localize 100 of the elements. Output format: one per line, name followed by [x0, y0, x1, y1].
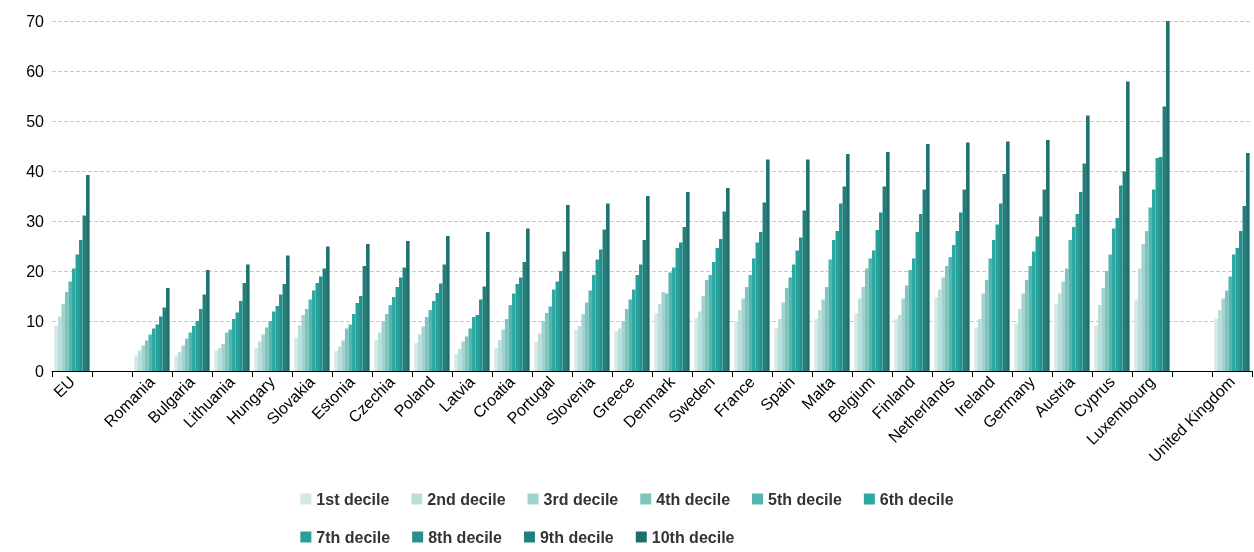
- bar: [374, 340, 378, 371]
- bar: [934, 297, 938, 371]
- bar: [941, 277, 945, 371]
- bar: [868, 258, 872, 371]
- bar: [774, 328, 778, 371]
- bar: [1214, 319, 1218, 371]
- bar: [781, 302, 785, 371]
- bar: [614, 331, 618, 371]
- bar: [446, 236, 450, 371]
- bar: [581, 314, 585, 371]
- bar: [254, 348, 258, 371]
- bar: [1134, 299, 1138, 371]
- bar: [421, 326, 425, 371]
- bar: [566, 205, 570, 371]
- bar: [879, 212, 883, 371]
- bar: [694, 318, 698, 371]
- bar: [1086, 115, 1090, 371]
- bar: [1068, 240, 1072, 371]
- bar: [639, 264, 643, 371]
- bar: [839, 203, 843, 371]
- bar: [228, 329, 232, 371]
- bar: [468, 328, 472, 371]
- bar: [759, 232, 763, 371]
- bar: [886, 152, 890, 371]
- bar: [1239, 231, 1243, 371]
- bar: [79, 240, 83, 371]
- bar: [406, 241, 410, 371]
- bar: [486, 232, 490, 371]
- bar: [854, 313, 858, 371]
- bar: [708, 275, 712, 371]
- bar: [926, 144, 930, 371]
- bar: [599, 249, 603, 371]
- bar: [741, 298, 745, 371]
- bar: [734, 321, 738, 371]
- legend-label: 5th decile: [768, 490, 842, 508]
- bar: [1141, 244, 1145, 371]
- y-tick-label: 30: [26, 212, 45, 230]
- bar: [766, 159, 770, 371]
- y-tick-label: 0: [35, 362, 45, 380]
- bar: [701, 296, 705, 371]
- bar: [919, 214, 923, 371]
- bar: [574, 329, 578, 371]
- bar: [1228, 276, 1232, 371]
- bar: [494, 348, 498, 371]
- bar: [414, 343, 418, 371]
- bar: [268, 321, 272, 371]
- bar: [1079, 192, 1083, 371]
- bar: [68, 281, 72, 371]
- bar: [541, 321, 545, 371]
- bar: [1108, 254, 1112, 371]
- bar: [1221, 298, 1225, 371]
- bar: [174, 355, 178, 371]
- bar: [326, 246, 330, 371]
- bar: [301, 315, 305, 371]
- bar: [319, 276, 323, 371]
- bar: [806, 159, 810, 371]
- bar: [621, 321, 625, 371]
- legend-label: 9th decile: [539, 528, 614, 546]
- bar: [861, 287, 865, 371]
- bar: [679, 242, 683, 371]
- y-tick-label: 50: [26, 112, 45, 130]
- bar: [908, 270, 912, 371]
- bar: [61, 304, 65, 371]
- bar: [1054, 304, 1058, 371]
- bar: [472, 317, 476, 371]
- bar: [948, 257, 952, 371]
- bar: [686, 192, 690, 371]
- bar: [141, 345, 145, 371]
- bar: [454, 354, 458, 371]
- bar: [501, 329, 505, 371]
- bar: [548, 306, 552, 371]
- bar: [846, 154, 850, 371]
- bar: [628, 299, 632, 371]
- bar: [966, 142, 970, 371]
- bar: [1028, 266, 1032, 371]
- bar: [901, 298, 905, 371]
- bar: [308, 299, 312, 371]
- legend-label: 4th decile: [656, 490, 731, 508]
- bar: [152, 328, 156, 371]
- bar: [181, 345, 185, 371]
- bar: [1166, 21, 1170, 371]
- bar: [654, 313, 658, 371]
- bar: [1159, 157, 1163, 371]
- bar: [1119, 185, 1123, 371]
- bar: [1148, 207, 1152, 371]
- bar: [199, 309, 203, 371]
- bar: [294, 337, 298, 371]
- bar: [894, 319, 898, 371]
- bar: [534, 341, 538, 371]
- bar: [959, 212, 963, 371]
- bar: [334, 351, 338, 371]
- bar: [381, 321, 385, 371]
- bar: [668, 272, 672, 371]
- legend-label: 7th decile: [316, 528, 391, 546]
- bar: [439, 283, 443, 371]
- bar: [366, 244, 370, 371]
- bar: [719, 239, 723, 371]
- bar: [221, 344, 225, 371]
- bar: [1246, 153, 1250, 371]
- bar: [134, 355, 138, 371]
